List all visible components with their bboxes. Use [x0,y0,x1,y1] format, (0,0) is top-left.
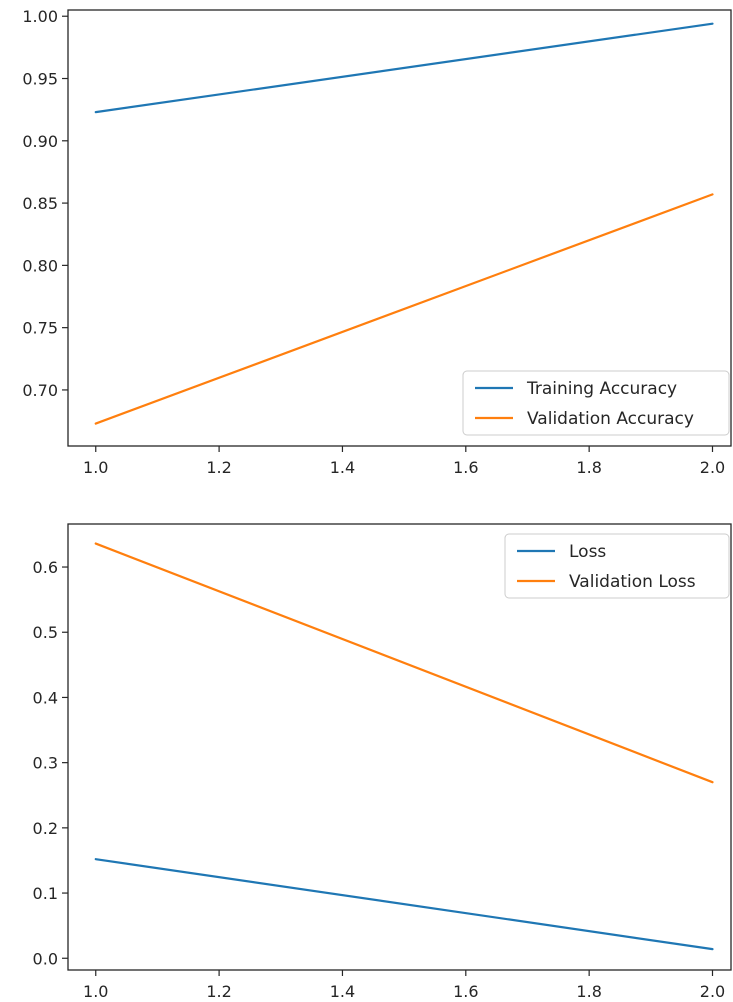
y-tick-label: 1.00 [22,7,58,26]
y-tick-label: 0.90 [22,132,58,151]
y-tick-label: 0.95 [22,70,58,89]
legend-box [504,533,730,599]
y-tick-label: 0.5 [33,623,58,642]
y-tick-label: 0.0 [33,949,58,968]
loss-chart: 1.0 1.2 1.4 1.6 1.8 2.0 0.0 0.1 0.2 0.3 0.4 0.5 0.6 L… [0,500,733,1001]
series-line-validation-loss [94,542,714,784]
y-tick-label: 0.2 [33,819,58,838]
accuracy-chart-svg: 1.0 1.2 1.4 1.6 1.8 2.0 0.70 0.75 0.80 0.85 0.90 0.… [22,7,732,477]
x-tick-label: 1.0 [83,982,108,998]
y-tick-label: 0.75 [22,319,58,338]
y-tick-label: 0.3 [33,754,58,773]
x-tick-label: 1.8 [576,982,601,998]
x-tick-label: 1.6 [453,982,478,998]
y-tick-label: 0.1 [33,884,58,903]
legend-label: Training Accuracy [526,379,677,399]
x-tick-label: 2.0 [700,458,725,477]
series-line-training-accuracy [94,22,714,114]
y-tick-label: 0.6 [33,558,58,577]
y-tick-label: 0.85 [22,194,58,213]
x-tick-label: 1.2 [206,982,231,998]
x-tick-label: 1.2 [206,458,231,477]
y-tick-label: 0.4 [33,688,58,707]
accuracy-chart: 1.0 1.2 1.4 1.6 1.8 2.0 0.70 0.75 0.80 0.85 0.90 0.… [0,0,733,500]
x-tick-label: 1.4 [330,982,355,998]
series-line-loss [94,858,714,951]
loss-chart-svg: 1.0 1.2 1.4 1.6 1.8 2.0 0.0 0.1 0.2 0.3 0.4 0.5 0.6 L… [33,523,732,1001]
y-tick-label: 0.70 [22,381,58,400]
x-tick-label: 1.8 [576,458,601,477]
series-line-validation-accuracy [94,193,714,425]
legend-box [462,370,730,436]
y-tick-label: 0.80 [22,256,58,275]
legend-label: Validation Loss [569,572,696,592]
legend-label: Loss [569,542,606,562]
x-tick-label: 1.0 [83,458,108,477]
x-tick-label: 2.0 [700,982,725,998]
legend-label: Validation Accuracy [527,409,694,429]
x-tick-label: 1.6 [453,458,478,477]
x-tick-label: 1.4 [330,458,355,477]
